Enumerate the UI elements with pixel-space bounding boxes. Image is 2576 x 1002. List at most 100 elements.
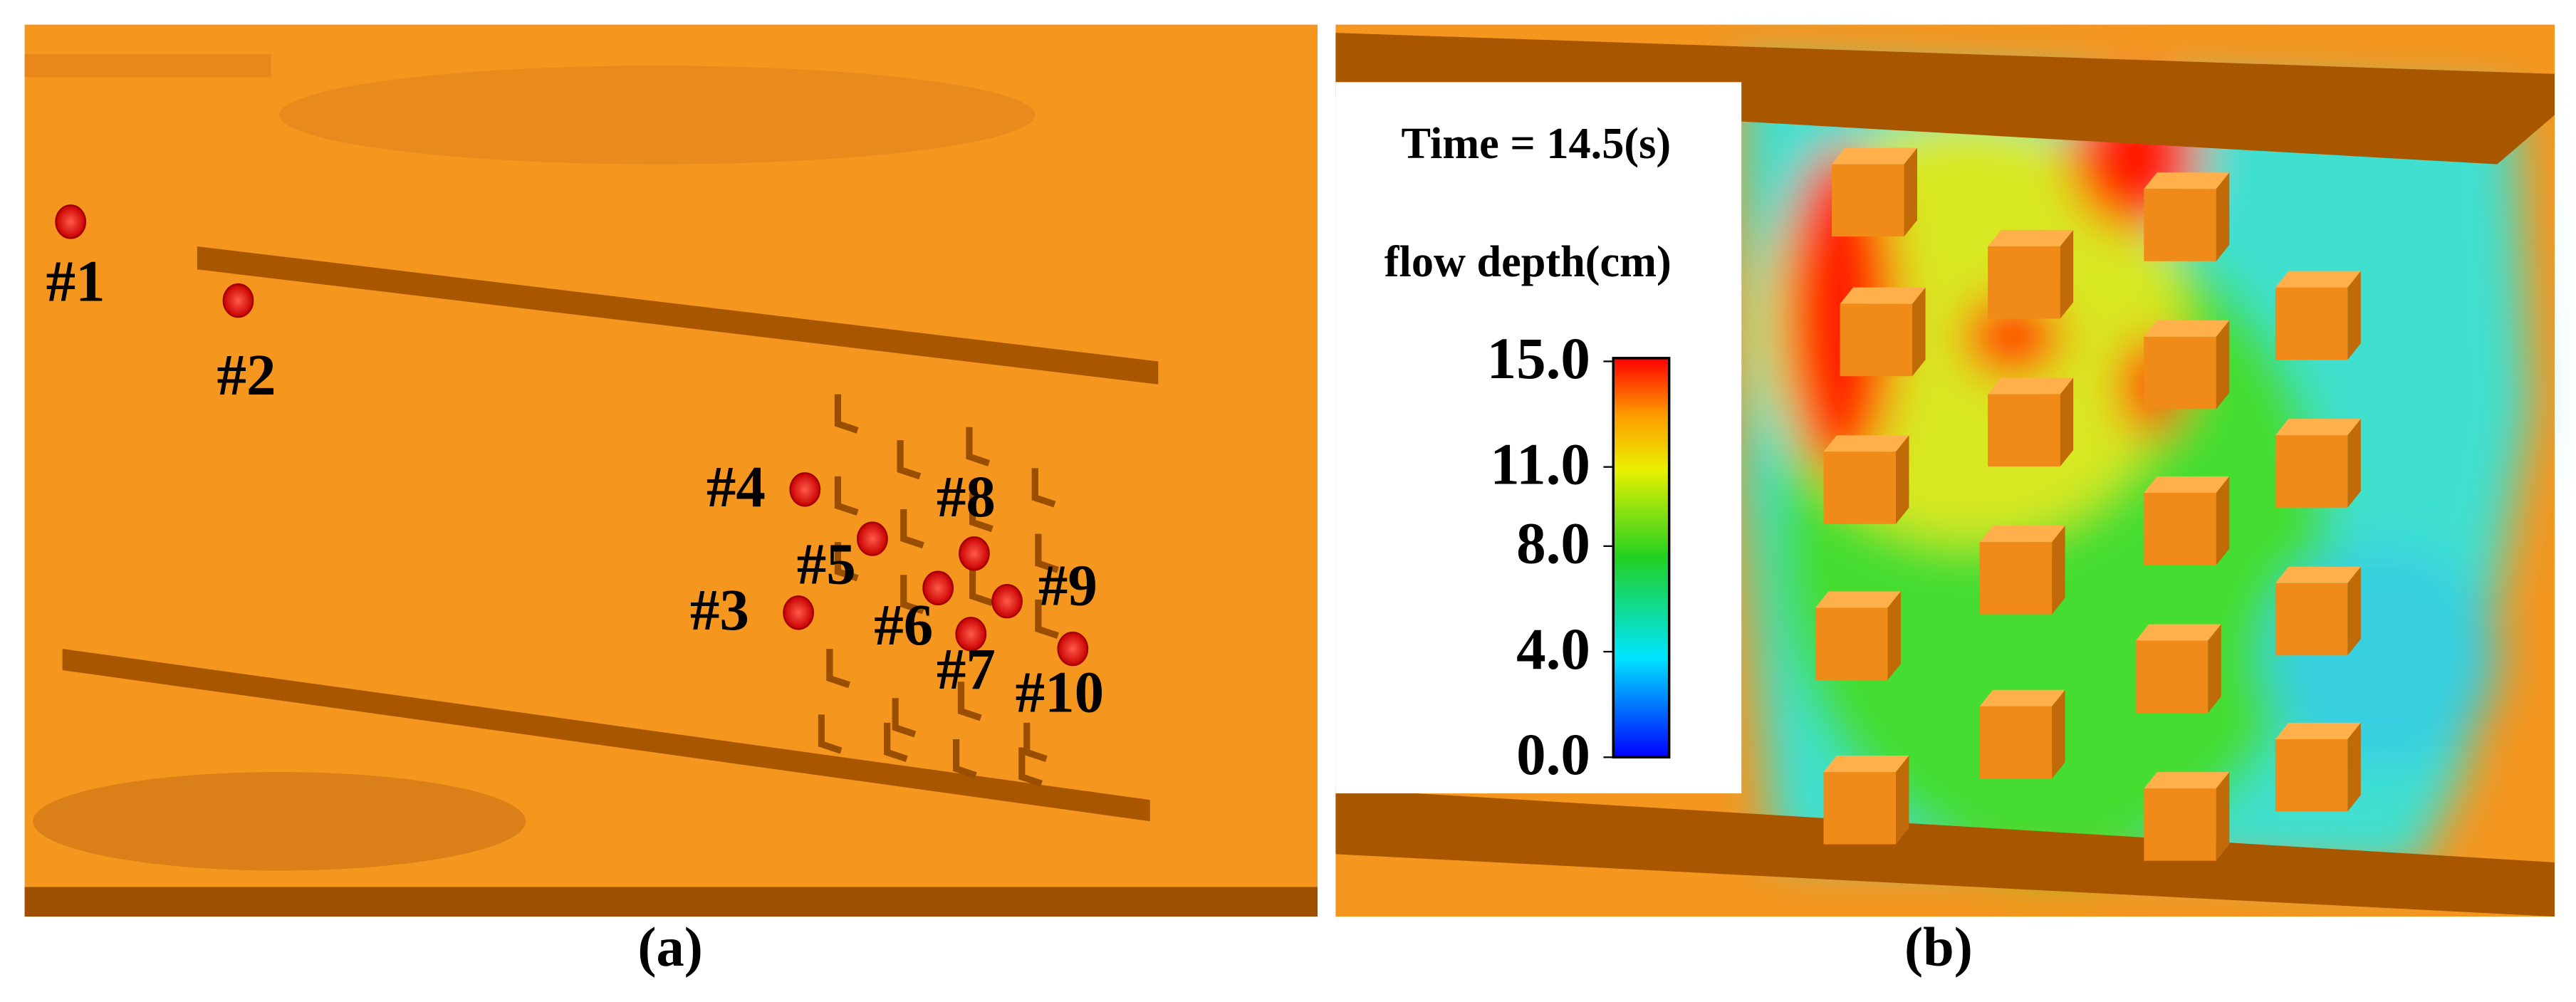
gauge-label: #10 (1016, 659, 1105, 724)
cube-face (2135, 640, 2209, 714)
cube-side (2144, 172, 2230, 189)
cube-side (2060, 229, 2074, 319)
gauge-label: #4 (706, 454, 766, 519)
cube-face (1840, 303, 1913, 377)
obstacle (897, 440, 922, 480)
gauge-marker (955, 617, 987, 652)
gauges: #1 #2 #3 #4 #5 #6#7 #8 #9 #10 (46, 204, 1105, 724)
cube-side (1979, 526, 2065, 543)
colorbar-tick-label: 0.0 (1516, 721, 1590, 787)
obstacle (969, 492, 994, 533)
legend-title: flow depth(cm) (1385, 238, 1672, 286)
caption: (b) (1904, 916, 1973, 978)
terrain-shade (33, 772, 526, 871)
cube-side (2052, 526, 2065, 615)
gauge-label: #1 (46, 249, 105, 314)
gauge-marker (222, 283, 254, 318)
terrain-shade (279, 66, 1036, 165)
gauge-marker (55, 204, 87, 239)
obstacle (834, 542, 859, 582)
cube-side (2347, 566, 2361, 656)
obstacle (834, 476, 859, 516)
obstacles (818, 394, 1060, 787)
cube-side (1904, 147, 1917, 237)
obstacle (1035, 533, 1060, 573)
cube-side (1832, 147, 1917, 165)
cube-face (2275, 435, 2348, 508)
cube-side (2216, 476, 2230, 565)
cube-face (2275, 739, 2348, 812)
obstacle (834, 394, 859, 434)
cube-face (2275, 287, 2348, 360)
cube-side (2347, 271, 2361, 360)
colorbar (1612, 357, 1671, 759)
obstacle (957, 682, 982, 721)
cube-side (2275, 566, 2361, 583)
cube-face (2144, 189, 2216, 261)
cube-face (1815, 607, 1888, 680)
obstacle (966, 427, 991, 466)
obstacle (969, 566, 994, 606)
cube-side (2216, 320, 2230, 409)
cube-face (2144, 492, 2216, 565)
obstacle (892, 698, 917, 738)
cube-face (1988, 246, 2060, 319)
cube-side (2275, 722, 2361, 739)
cube-side (1988, 229, 2074, 246)
obstacle (818, 714, 843, 754)
cube-side (2144, 320, 2230, 337)
colorbar-tick-label: 11.0 (1490, 431, 1590, 496)
cube-side (1823, 756, 1909, 773)
cube-side (2144, 476, 2230, 493)
gauge-label: #9 (1038, 552, 1097, 617)
cube-side (1896, 756, 1909, 845)
obstacle (1035, 599, 1060, 640)
obstacle (900, 509, 924, 549)
cube-side (2347, 722, 2361, 812)
panel-a: #1 #2 #3 #4 #5 #6#7 #8 #9 #10 (a) (24, 24, 1318, 978)
gauge-label: #7 (937, 636, 996, 701)
cube-side (2347, 419, 2361, 508)
gauge-marker (783, 595, 814, 630)
wall (62, 649, 1150, 822)
cube-face (2144, 788, 2216, 861)
gauge-label: #5 (797, 531, 856, 596)
colorbar-ticks: 15.0 11.0 8.0 4.0 0.0 (1487, 325, 1614, 787)
colorbar-tick-label: 15.0 (1487, 325, 1590, 391)
terrain-edge (24, 887, 1318, 917)
caption: (a) (637, 916, 702, 978)
cube-side (2216, 172, 2230, 261)
cube-side (1840, 287, 1926, 304)
cube-face (2144, 336, 2216, 409)
gauge-marker (789, 472, 821, 507)
obstacle (1031, 468, 1056, 508)
obstacle (900, 575, 924, 615)
cube-side (1887, 591, 1901, 680)
gauge-label: #8 (937, 464, 996, 529)
cube-face (2275, 583, 2348, 656)
time-label: Time = 14.5(s) (1402, 120, 1672, 168)
obstacle (952, 739, 977, 779)
terrain-shade (24, 54, 271, 78)
obstacles (1815, 147, 2361, 861)
gauge-marker (958, 536, 990, 571)
wall (1335, 788, 2555, 917)
cube-side (2216, 772, 2230, 861)
gauge-label: #3 (690, 577, 749, 642)
gauge-marker (1057, 631, 1089, 667)
obstacle (1023, 722, 1048, 763)
gauge-marker (856, 521, 888, 556)
panel-b: Time = 14.5(s) flow depth(cm) 15.0 11.0 8.… (1335, 24, 2555, 978)
obstacle (884, 722, 908, 763)
colorbar-tick-label: 8.0 (1516, 511, 1590, 576)
wall (1335, 33, 2555, 165)
cube-side (1912, 287, 1926, 377)
cube-side (2060, 377, 2074, 467)
obstacle (1018, 747, 1043, 787)
cube-face (1823, 772, 1897, 845)
cube-face (1832, 164, 1904, 237)
cube-side (1815, 591, 1901, 608)
terrain (24, 24, 1318, 917)
cube-side (1896, 435, 1909, 524)
